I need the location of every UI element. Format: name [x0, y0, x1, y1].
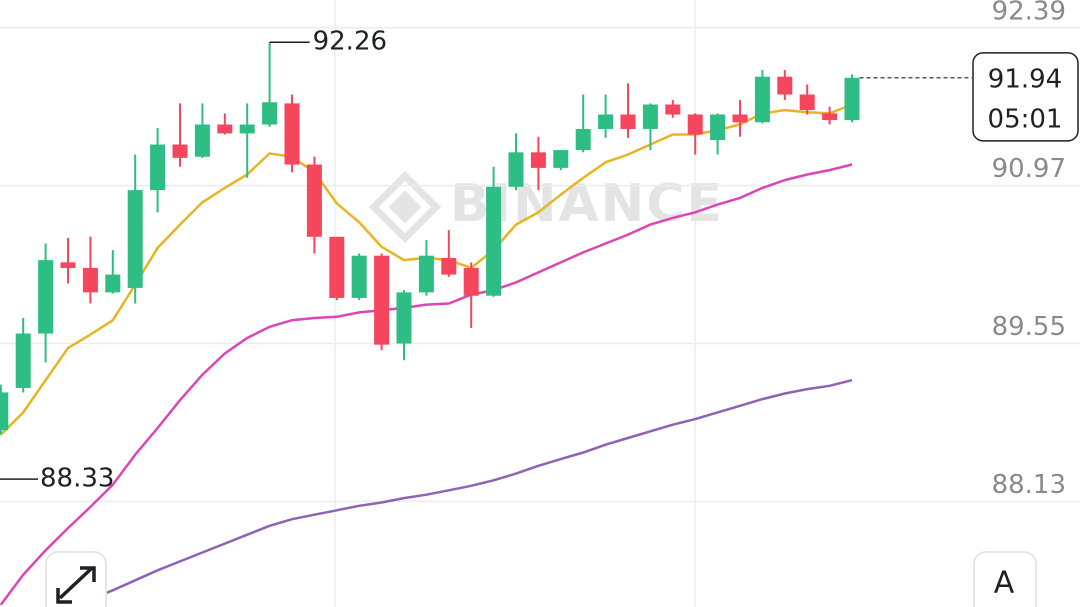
- candle-body: [284, 103, 300, 165]
- candle-body: [710, 114, 726, 141]
- last-price-box: [972, 52, 1079, 142]
- candle-body: [822, 113, 838, 121]
- candle-body: [441, 257, 457, 275]
- candle-body: [351, 255, 367, 298]
- candle-body: [620, 114, 636, 129]
- expand-icon: [56, 566, 96, 604]
- moving-average-line: [89, 378, 853, 601]
- candle-body: [844, 77, 860, 121]
- candle-body: [396, 292, 412, 344]
- candle-body: [172, 144, 188, 158]
- watermark-logo: [368, 170, 442, 244]
- scale-button[interactable]: A: [973, 551, 1037, 607]
- candle-body: [374, 255, 390, 345]
- expand-button[interactable]: [45, 551, 107, 607]
- candle-body: [418, 255, 434, 293]
- y-tick-label: 92.39: [992, 0, 1066, 26]
- candle-body: [38, 260, 54, 334]
- countdown: 05:01: [988, 104, 1063, 134]
- candle-body: [262, 102, 278, 125]
- high-label: 92.26: [313, 27, 387, 57]
- watermark: BINANCE: [368, 170, 722, 244]
- candle-body: [486, 186, 502, 296]
- candle-body: [598, 114, 614, 129]
- candle-body: [508, 152, 524, 187]
- y-tick-label: 90.97: [992, 154, 1066, 184]
- candle-body: [127, 190, 143, 288]
- candle-body: [105, 274, 121, 293]
- candle-body: [553, 150, 569, 168]
- candle-body: [329, 236, 345, 298]
- candle-body: [754, 76, 770, 123]
- y-tick-label: 88.13: [992, 470, 1066, 500]
- low-label: 88.33: [40, 464, 114, 494]
- candle-body: [15, 333, 31, 388]
- candle-body: [463, 267, 479, 296]
- candle-body: [239, 124, 255, 134]
- candle-body: [642, 104, 658, 129]
- button-frame[interactable]: [973, 551, 1037, 607]
- button-frame[interactable]: [45, 551, 107, 607]
- candle-body: [0, 392, 9, 431]
- candle-body: [665, 104, 681, 115]
- candle-body: [777, 76, 793, 95]
- scale-mode[interactable]: A: [994, 566, 1015, 601]
- moving-average-line: [0, 163, 853, 606]
- candle-body: [150, 144, 166, 191]
- candle-body: [687, 114, 703, 135]
- candle-body: [60, 262, 76, 268]
- last-price-label: 91.94: [988, 64, 1062, 94]
- candle-body: [194, 124, 210, 157]
- candle-body: [306, 164, 322, 237]
- candle-body: [732, 114, 748, 123]
- candle-body: [82, 267, 98, 293]
- candle-body: [530, 152, 546, 168]
- y-tick-label: 89.55: [992, 312, 1066, 342]
- candle-body: [217, 124, 233, 134]
- candle-body: [799, 94, 815, 111]
- candle-body: [575, 128, 591, 151]
